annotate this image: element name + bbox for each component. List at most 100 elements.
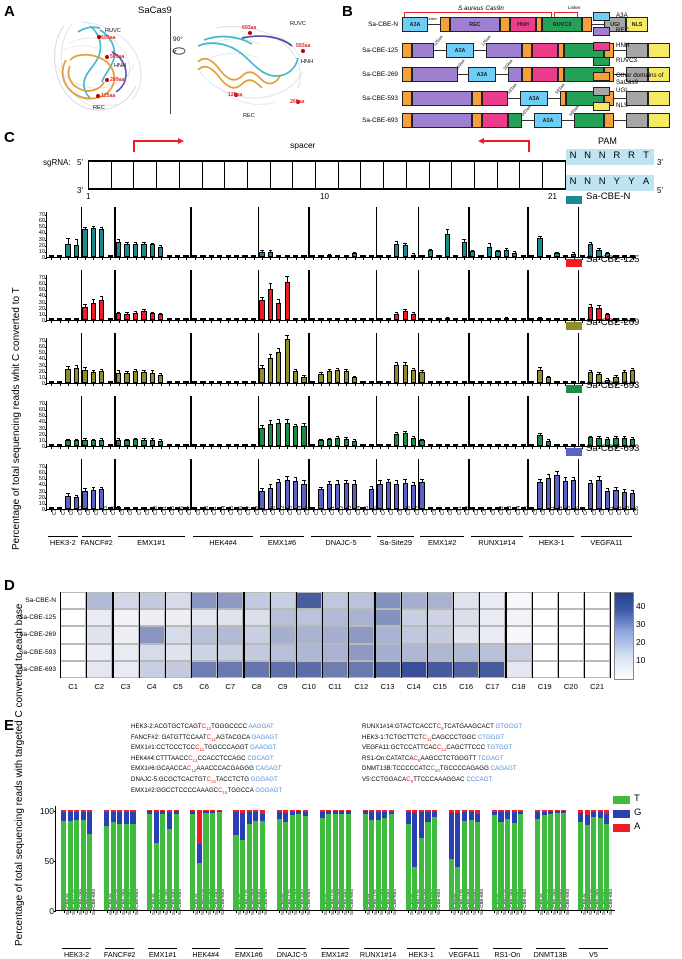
error-cap (142, 309, 146, 311)
bar (503, 507, 509, 509)
x-tick (363, 320, 365, 323)
bar (65, 440, 71, 446)
bar (571, 253, 577, 257)
x-tick (202, 446, 204, 449)
x-tick (245, 320, 247, 323)
stack-segment-A (584, 810, 590, 815)
stack-segment-G (345, 811, 351, 814)
bar (175, 444, 181, 446)
y-tick-mark (44, 239, 47, 241)
error-bar (68, 439, 70, 441)
stack-segment-A (319, 810, 325, 812)
domain-segment (648, 43, 670, 58)
error-bar (405, 480, 407, 483)
error-bar (615, 488, 617, 490)
bar (149, 244, 155, 257)
residue-tag-125: 125aa (101, 93, 116, 99)
bar (250, 381, 257, 383)
error-cap (83, 226, 87, 228)
residue-marker (105, 55, 109, 59)
bar (343, 318, 349, 320)
bar (453, 255, 459, 257)
linker-line (614, 74, 626, 75)
error-cap (420, 369, 424, 371)
heatmap-cell (374, 626, 401, 644)
bar (453, 381, 459, 383)
error-bar (405, 243, 407, 245)
bar (166, 444, 172, 446)
site-separator (578, 459, 580, 509)
error-cap (403, 242, 407, 244)
error-bar (514, 252, 516, 253)
stacked-bar (216, 810, 222, 910)
x-tick (582, 320, 584, 323)
error-cap (277, 298, 281, 300)
legend-swatch-rec (593, 27, 610, 36)
residue-marker (234, 93, 238, 97)
pam-base-bottom-5: A (642, 176, 650, 187)
bar (621, 438, 627, 446)
error-bar (632, 438, 634, 439)
error-cap (597, 436, 601, 438)
site-separator (190, 459, 192, 509)
y-tick-mark (44, 353, 47, 355)
bar (427, 381, 434, 383)
plot-area: 70 60 50 40 30 20 10 0 (39, 459, 636, 513)
bar (124, 507, 130, 509)
y-tick-mark (44, 341, 47, 343)
stack-segment-T (505, 819, 511, 910)
heatmap-gridline (86, 592, 88, 678)
c-position-label: C15 (566, 506, 573, 515)
plot-area: 70 60 50 40 30 20 10 0 (39, 333, 636, 387)
error-cap (133, 437, 138, 439)
site-underline (470, 536, 523, 537)
c-position-label: C9 (94, 508, 101, 515)
panel-a: A SaCas9 90° RU (0, 0, 340, 128)
c-position-label: C9 (195, 508, 202, 515)
error-bar (84, 227, 86, 229)
heatmap-row-label-1: Sa-CBE-125 (18, 614, 56, 622)
x-tick (329, 320, 331, 323)
error-cap (352, 251, 357, 253)
x-tick (430, 446, 432, 449)
error-bar (84, 488, 86, 491)
bar (478, 255, 484, 257)
dna-rung (451, 161, 453, 189)
domain-segment: REC (450, 17, 500, 32)
error-cap (66, 493, 70, 495)
site-separator (190, 207, 192, 257)
bar (436, 507, 442, 509)
x-tick (295, 257, 297, 260)
error-bar (607, 379, 609, 380)
chart-row-Sa-CBE-693: 70 60 50 40 30 20 10 0 (39, 459, 636, 518)
e-x-tick (414, 910, 416, 913)
bar (284, 281, 290, 320)
bar (217, 255, 223, 257)
e-x-tick (262, 910, 264, 913)
error-cap (538, 478, 542, 480)
bar (545, 441, 552, 446)
legend-swatch-T (613, 796, 630, 804)
x-tick (228, 509, 230, 512)
x-tick (430, 320, 432, 323)
stack-segment-G (339, 811, 345, 814)
bar (293, 371, 299, 383)
heatmap-cell (112, 626, 139, 644)
x-tick (497, 257, 499, 260)
x-tick (556, 446, 558, 449)
e-x-tick (550, 910, 552, 913)
chart-row-Sa-CBE-593: 70 60 50 40 30 20 10 0 (39, 396, 636, 455)
bar (343, 438, 349, 446)
c-position-label: C14 (296, 506, 303, 515)
heatmap-cell (453, 626, 480, 644)
x-tick (447, 446, 449, 449)
stack-segment-A (475, 810, 481, 814)
error-bar (354, 252, 356, 254)
x-tick (118, 320, 120, 323)
x-tick (506, 383, 508, 386)
stack-segment-G (289, 812, 295, 815)
error-cap (159, 244, 163, 246)
site-separator (190, 396, 192, 446)
error-cap (546, 473, 551, 475)
stack-segment-G (210, 811, 216, 813)
